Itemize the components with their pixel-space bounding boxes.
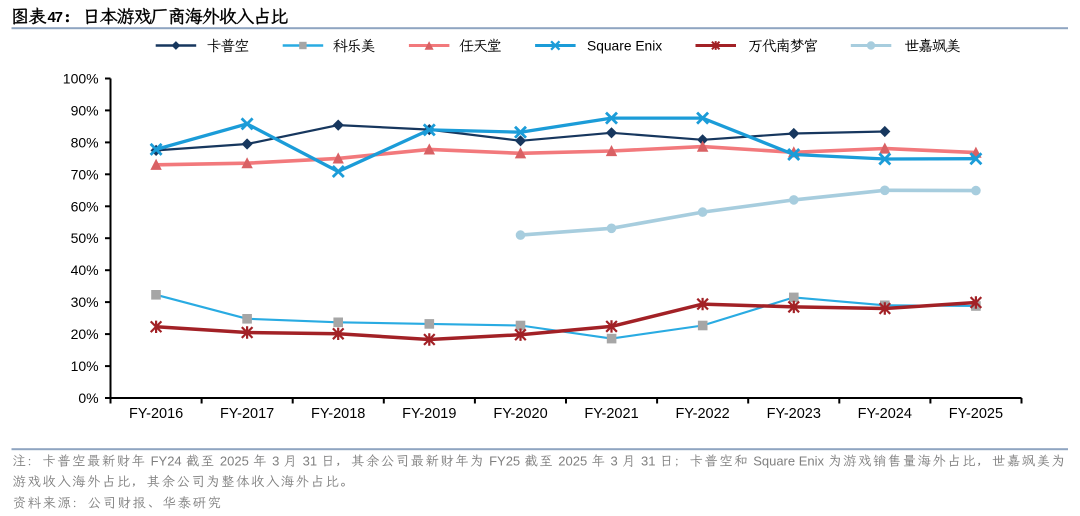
svg-text:FY-2019: FY-2019 (402, 406, 456, 422)
svg-text:80%: 80% (71, 134, 99, 150)
svg-text:2025: 2025 (558, 453, 587, 468)
svg-text:FY-2018: FY-2018 (311, 406, 365, 422)
svg-text:70%: 70% (71, 166, 99, 182)
svg-text:10%: 10% (71, 358, 99, 374)
svg-text:0%: 0% (78, 390, 98, 406)
svg-text:FY-2025: FY-2025 (949, 406, 1003, 422)
svg-text:3: 3 (272, 453, 279, 468)
svg-text:FY-2016: FY-2016 (129, 406, 183, 422)
svg-text:47: 47 (48, 9, 63, 26)
svg-text:30%: 30% (71, 294, 99, 310)
svg-text:FY-2024: FY-2024 (858, 406, 912, 422)
svg-text:100%: 100% (63, 71, 99, 87)
svg-text:FY24: FY24 (151, 453, 182, 468)
svg-text:3: 3 (611, 453, 618, 468)
svg-text:FY-2023: FY-2023 (767, 406, 821, 422)
svg-text:31: 31 (303, 453, 317, 468)
svg-text:FY-2020: FY-2020 (493, 406, 547, 422)
svg-text:Square Enix: Square Enix (753, 453, 824, 468)
svg-text:20%: 20% (71, 326, 99, 342)
svg-text:40%: 40% (71, 262, 99, 278)
svg-text:31: 31 (641, 453, 655, 468)
svg-text:FY-2017: FY-2017 (220, 406, 274, 422)
svg-text:90%: 90% (71, 102, 99, 118)
svg-text:2025: 2025 (220, 453, 249, 468)
svg-text:Square Enix: Square Enix (587, 38, 662, 53)
svg-text:FY-2021: FY-2021 (584, 406, 638, 422)
svg-text:FY-2022: FY-2022 (675, 406, 729, 422)
svg-text:50%: 50% (71, 230, 99, 246)
svg-text:FY25: FY25 (489, 453, 520, 468)
svg-text:60%: 60% (71, 198, 99, 214)
